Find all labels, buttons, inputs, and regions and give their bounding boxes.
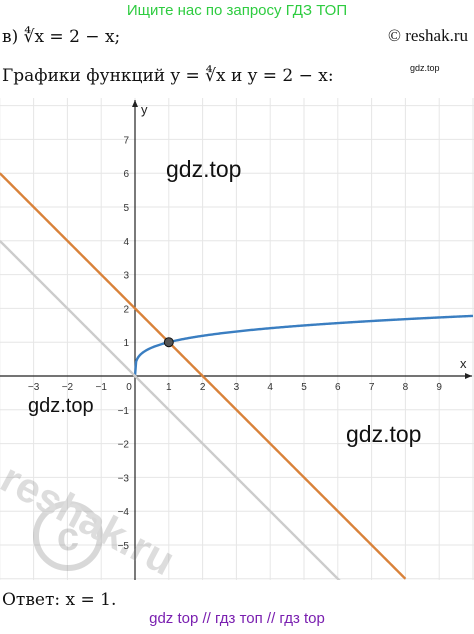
gdz-watermark-3: gdz.top <box>346 421 422 447</box>
reshak-stamp-watermark: c reshak.ru <box>0 454 182 580</box>
y-tick-label: −1 <box>118 406 130 417</box>
x-tick-label: 4 <box>267 382 273 393</box>
gdz-watermark-2: gdz.top <box>28 395 94 417</box>
y-tick-label: −4 <box>118 507 130 518</box>
curve-fourth-root <box>133 314 474 377</box>
line-two-minus-x <box>0 172 407 580</box>
axes <box>0 100 472 580</box>
x-axis-label: x <box>460 356 467 371</box>
top-banner: Ищите нас по запросу ГДЗ ТОП <box>126 2 348 19</box>
x-tick-label: 3 <box>234 382 240 393</box>
problem-equation: ∜x = 2 − x; <box>23 27 121 47</box>
x-tick-label: −1 <box>95 382 107 393</box>
x-tick-label: 2 <box>200 382 206 393</box>
curves <box>0 172 474 580</box>
x-tick-label: 1 <box>166 382 172 393</box>
y-tick-label: 4 <box>123 237 129 248</box>
gdz-watermark-1: gdz.top <box>166 156 242 182</box>
line-minus-x <box>0 239 341 580</box>
graph-caption: Графики функций y = ∜x и y = 2 − x: <box>2 66 334 86</box>
copyright-text: © reshak.ru <box>388 26 468 45</box>
x-tick-label: 6 <box>335 382 341 393</box>
y-tick-label: −2 <box>118 440 130 451</box>
y-tick-label: −3 <box>118 473 130 484</box>
y-tick-label: 5 <box>123 203 129 214</box>
problem-label: в) <box>2 27 19 47</box>
y-tick-label: 1 <box>123 338 129 349</box>
x-tick-label: 9 <box>436 382 442 393</box>
y-axis-arrow <box>132 100 138 107</box>
y-tick-label: −5 <box>118 541 130 552</box>
x-tick-label: 0 <box>126 382 132 393</box>
svg-text:c: c <box>57 515 79 559</box>
x-tick-label: 5 <box>301 382 307 393</box>
bottom-banner: gdz top // гдз топ // гдз top <box>149 610 325 627</box>
small-watermark: gdz.top <box>410 63 440 73</box>
intersection-point <box>163 337 174 348</box>
x-axis-arrow <box>465 373 472 379</box>
x-tick-label: −2 <box>62 382 74 393</box>
x-tick-label: −3 <box>28 382 40 393</box>
function-graph: −3 −2 −1 0 1 2 3 4 5 6 7 8 9 −5 −4 −3 −2 −1 1 2 3 4 5 6 7 x y c … <box>0 98 474 580</box>
x-tick-label: 7 <box>369 382 375 393</box>
y-tick-label: 7 <box>123 135 129 146</box>
y-tick-label: 6 <box>123 169 129 180</box>
y-tick-label: 3 <box>123 271 129 282</box>
tick-labels: −3 −2 −1 0 1 2 3 4 5 6 7 8 9 −5 −4 −3 −2 −1 1 2 3 4 5 6 7 <box>28 135 443 552</box>
y-axis-label: y <box>141 102 148 117</box>
y-tick-label: 2 <box>123 304 129 315</box>
answer-line: Ответ: x = 1. <box>2 590 117 610</box>
points <box>163 337 174 348</box>
problem-line: в) ∜x = 2 − x; <box>2 27 120 47</box>
x-tick-label: 8 <box>403 382 409 393</box>
